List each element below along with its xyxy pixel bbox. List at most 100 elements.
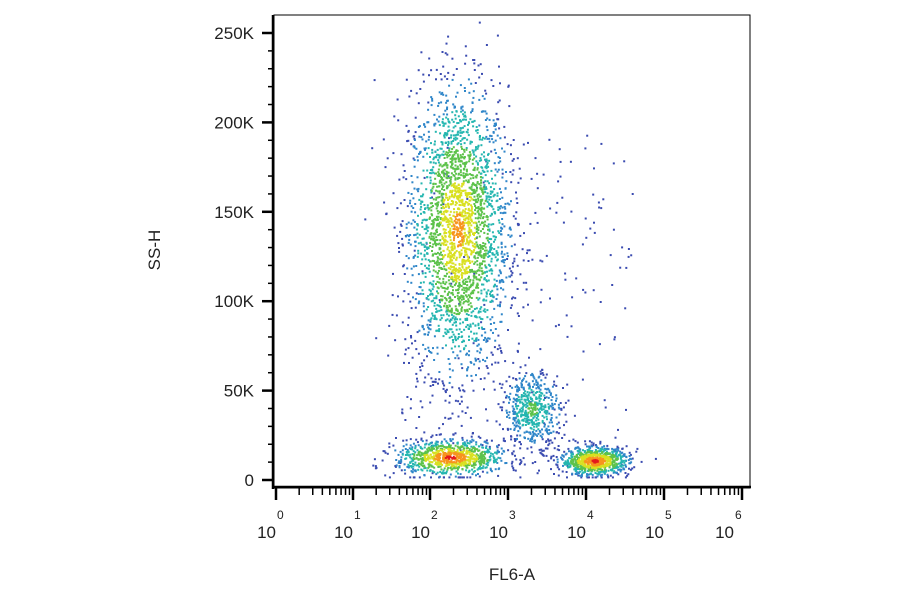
scatter-point <box>530 406 533 409</box>
scatter-point <box>470 374 473 377</box>
scatter-point <box>438 156 441 159</box>
scatter-point <box>511 297 513 300</box>
scatter-point <box>484 166 487 169</box>
scatter-point <box>601 468 603 471</box>
scatter-point <box>372 464 375 467</box>
scatter-point <box>465 451 468 454</box>
scatter-point <box>414 211 417 214</box>
scatter-point <box>465 179 468 182</box>
scatter-point <box>447 292 450 295</box>
scatter-point <box>496 199 499 202</box>
scatter-point <box>441 177 443 180</box>
scatter-point <box>523 417 526 420</box>
scatter-point <box>422 462 424 465</box>
scatter-point <box>604 464 607 467</box>
scatter-point <box>451 202 454 205</box>
scatter-point <box>564 401 567 404</box>
scatter-point <box>454 182 456 185</box>
scatter-point <box>602 456 605 458</box>
scatter-point <box>444 328 447 331</box>
scatter-point <box>427 466 430 469</box>
scatter-point <box>464 272 467 275</box>
scatter-point <box>443 219 446 222</box>
scatter-point <box>433 260 436 263</box>
scatter-point <box>520 407 523 410</box>
scatter-point <box>456 214 459 217</box>
scatter-point <box>432 243 435 246</box>
scatter-point <box>424 457 426 460</box>
scatter-point <box>463 150 466 153</box>
scatter-point <box>469 216 472 219</box>
scatter-point <box>447 314 450 317</box>
scatter-point <box>463 256 466 258</box>
scatter-point <box>452 214 455 217</box>
scatter-point <box>445 310 448 313</box>
scatter-point <box>457 333 460 335</box>
scatter-point <box>487 228 489 231</box>
scatter-point <box>446 262 449 265</box>
scatter-point <box>491 177 493 180</box>
scatter-point <box>446 153 448 156</box>
scatter-point <box>527 400 530 402</box>
scatter-point <box>431 394 434 397</box>
scatter-point <box>434 232 437 235</box>
scatter-point <box>453 219 456 222</box>
scatter-point <box>423 465 426 468</box>
scatter-point <box>458 157 461 160</box>
scatter-point <box>504 440 506 443</box>
scatter-point <box>432 299 435 302</box>
scatter-point <box>557 323 560 326</box>
scatter-point <box>443 448 446 451</box>
scatter-point <box>590 469 593 472</box>
scatter-point <box>507 449 510 452</box>
scatter-point <box>449 448 452 451</box>
scatter-point <box>484 254 487 257</box>
scatter-point <box>493 248 496 250</box>
scatter-point <box>449 239 452 242</box>
scatter-point <box>423 204 426 206</box>
scatter-point <box>446 318 449 321</box>
scatter-point <box>397 119 400 122</box>
scatter-point <box>451 221 454 224</box>
scatter-point <box>470 297 473 299</box>
scatter-point <box>462 202 464 205</box>
scatter-point <box>622 467 625 470</box>
scatter-point <box>479 465 481 468</box>
scatter-point <box>384 166 387 169</box>
scatter-point <box>457 269 460 272</box>
scatter-point <box>560 407 563 410</box>
scatter-point <box>409 456 412 459</box>
scatter-point <box>483 244 486 247</box>
scatter-point <box>420 362 423 365</box>
scatter-point <box>500 386 503 389</box>
scatter-point <box>418 465 421 468</box>
scatter-point <box>421 195 424 198</box>
scatter-point <box>429 453 432 456</box>
scatter-point <box>513 424 516 427</box>
scatter-point <box>421 458 424 461</box>
scatter-point <box>476 167 479 170</box>
scatter-point <box>461 265 464 268</box>
scatter-point <box>611 452 614 455</box>
scatter-point <box>382 138 385 141</box>
scatter-point <box>486 163 489 166</box>
scatter-point <box>577 452 580 455</box>
scatter-point <box>500 459 503 462</box>
scatter-point <box>464 319 467 321</box>
scatter-point <box>509 428 512 431</box>
scatter-point <box>409 243 412 246</box>
scatter-point <box>538 397 541 400</box>
scatter-point <box>495 452 498 455</box>
scatter-point <box>422 459 425 462</box>
scatter-point <box>457 122 460 124</box>
scatter-point <box>398 466 401 469</box>
scatter-point <box>628 451 631 454</box>
scatter-point <box>427 326 430 329</box>
scatter-point <box>461 238 464 241</box>
scatter-point <box>517 342 520 345</box>
scatter-point <box>436 264 439 266</box>
scatter-point <box>424 333 427 336</box>
scatter-point <box>591 455 594 458</box>
scatter-point <box>437 292 440 295</box>
scatter-point <box>457 313 460 316</box>
